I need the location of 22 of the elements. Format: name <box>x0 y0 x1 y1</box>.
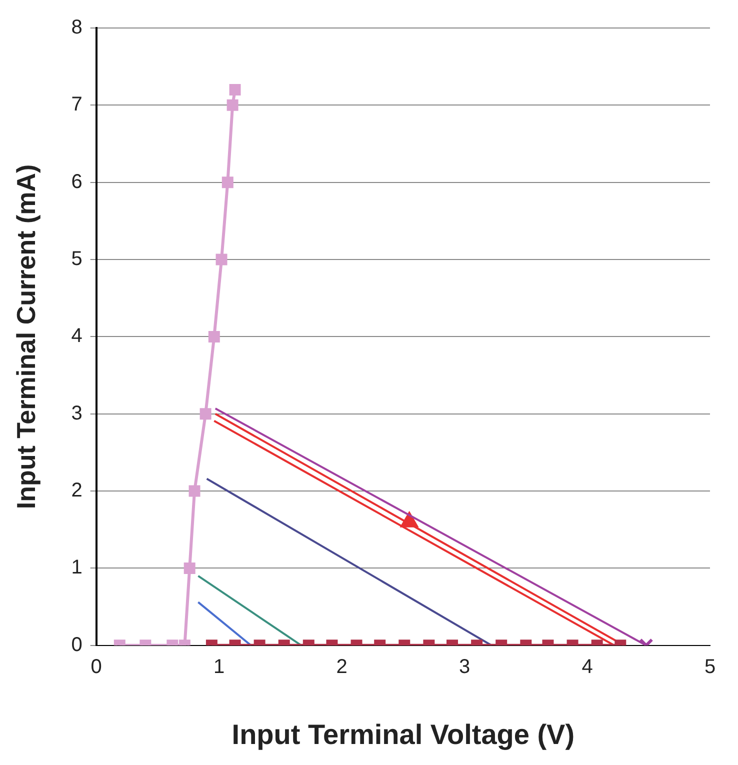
x-tick-label: 5 <box>704 656 716 678</box>
y-tick-label: 1 <box>71 556 82 579</box>
point <box>208 330 220 342</box>
x-tick-label: 3 <box>458 656 470 678</box>
x-tick-label: 4 <box>582 656 593 678</box>
point <box>216 254 228 266</box>
y-axis-title: Input Terminal Current (mA) <box>10 164 41 510</box>
y-tick-label: 5 <box>71 248 82 270</box>
y-tick-label: 3 <box>71 402 82 424</box>
x-tick-label: 2 <box>336 656 348 678</box>
point <box>229 84 241 96</box>
x-tick-label: 0 <box>90 656 102 678</box>
point <box>226 99 238 111</box>
x-tick-label: 1 <box>213 656 225 678</box>
point <box>222 176 234 188</box>
y-tick-label: 4 <box>71 325 82 348</box>
y-tick-label: 6 <box>71 170 82 193</box>
y-tick-label: 7 <box>71 94 82 116</box>
y-tick-label: 8 <box>71 16 82 39</box>
x-axis-title: Input Terminal Voltage (V) <box>232 718 575 750</box>
y-tick-label: 2 <box>71 480 82 502</box>
y-tick-label: 0 <box>71 634 82 656</box>
